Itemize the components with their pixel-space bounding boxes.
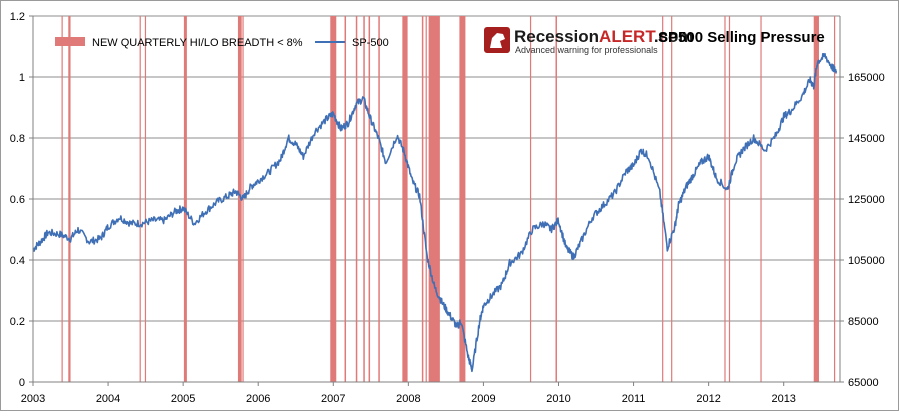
x-tick-label: 2003 <box>21 393 45 405</box>
logo-text: RecessionALERT.com <box>514 27 694 46</box>
breadth-bar <box>833 16 836 382</box>
x-tick-label: 2009 <box>471 393 495 405</box>
breadth-bar <box>421 16 424 382</box>
breadth-bar <box>662 16 664 382</box>
x-tick-label: 2004 <box>96 393 120 405</box>
legend-label-sp500: SP-500 <box>352 37 389 49</box>
breadth-bar <box>344 16 347 382</box>
breadth-bar <box>139 16 141 382</box>
x-tick-label: 2006 <box>246 393 270 405</box>
breadth-bar <box>760 16 762 382</box>
breadth-bar <box>671 16 673 382</box>
logo-tagline: Advanced warning for professionals <box>515 45 658 55</box>
x-tick-label: 2013 <box>771 393 795 405</box>
x-tick-label: 2007 <box>321 393 345 405</box>
axes: 0 0.2 0.4 0.6 0.8 1 1.2 65000 85000 105000 125000 1… <box>10 11 885 405</box>
breadth-bar <box>183 16 187 382</box>
breadth-bar <box>242 16 244 382</box>
legend: NEW QUARTERLY HI/LO BREADTH < 8% SP-500 <box>55 37 389 49</box>
y-left-tick-label: 0.8 <box>10 133 25 145</box>
y-left-tick-label: 0 <box>19 377 25 389</box>
y-left-tick-label: 0.2 <box>10 316 25 328</box>
breadth-bar <box>237 16 242 382</box>
x-tick-label: 2008 <box>396 393 420 405</box>
x-tick-label: 2011 <box>622 393 646 405</box>
y-left-tick-label: 0.6 <box>10 194 25 206</box>
breadth-bar <box>68 16 71 382</box>
y-right-tick-label: 145000 <box>848 133 885 145</box>
legend-label-breadth: NEW QUARTERLY HI/LO BREADTH < 8% <box>92 37 303 49</box>
breadth-bar <box>144 16 147 382</box>
x-tick-label: 2012 <box>696 393 720 405</box>
y-left-tick-label: 1.2 <box>10 11 25 23</box>
y-right-tick-label: 125000 <box>848 194 885 206</box>
recessionalert-logo: RecessionALERT.com Advanced warning for … <box>484 27 694 55</box>
sp500-line <box>32 52 837 373</box>
breadth-bar <box>330 16 337 382</box>
breadth-bar <box>724 16 726 382</box>
breadth-bar <box>459 16 466 382</box>
breadth-bar <box>428 16 440 382</box>
breadth-bar <box>402 16 408 382</box>
x-tick-label: 2010 <box>546 393 570 405</box>
breadth-bar <box>813 16 819 382</box>
breadth-bar <box>728 16 731 382</box>
chart-title: SP500 Selling Pressure <box>658 29 825 46</box>
breadth-bar <box>425 16 427 382</box>
knight-icon <box>490 33 505 48</box>
x-tick-label: 2005 <box>171 393 195 405</box>
breadth-bar <box>368 16 371 382</box>
legend-swatch-breadth <box>55 37 85 46</box>
breadth-bar <box>363 16 365 382</box>
y-right-tick-label: 65000 <box>848 377 879 389</box>
breadth-bar <box>529 16 532 382</box>
breadth-bar <box>355 16 358 382</box>
breadth-bar <box>378 16 380 382</box>
y-right-tick-label: 165000 <box>848 72 885 84</box>
y-left-tick-label: 1 <box>19 72 25 84</box>
sp500-line-group <box>32 52 837 373</box>
y-right-tick-label: 85000 <box>848 316 879 328</box>
breadth-bar <box>61 16 63 382</box>
y-left-tick-label: 0.4 <box>10 255 25 267</box>
breadth-bar <box>555 16 557 382</box>
breadth-bars <box>61 16 836 382</box>
y-right-tick-label: 105000 <box>848 255 885 267</box>
